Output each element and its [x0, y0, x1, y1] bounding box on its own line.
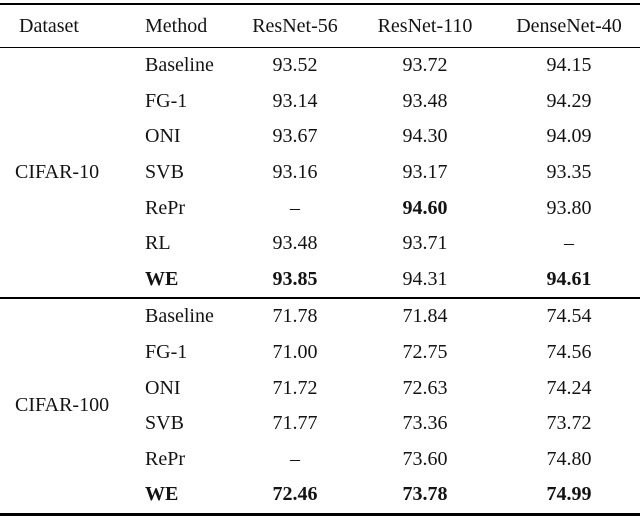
method-cell: Baseline: [145, 305, 214, 328]
method-cell-we: WE: [145, 483, 179, 506]
value-cell: 94.30: [402, 125, 448, 148]
table-row: RePr – 73.60 74.80: [0, 442, 640, 478]
column-header-densenet40: DenseNet-40: [498, 4, 640, 48]
value-cell: 71.00: [272, 341, 318, 364]
method-cell: ONI: [145, 376, 181, 399]
table-row: CIFAR-100 Baseline 71.78 71.84 74.54: [0, 298, 640, 416]
value-cell: 93.72: [402, 54, 448, 77]
column-header-resnet110: ResNet-110: [352, 4, 498, 48]
method-cell: RePr: [145, 447, 185, 470]
value-cell: 94.29: [546, 89, 592, 112]
section-cifar100: CIFAR-100 Baseline 71.78 71.84 74.54 FG-…: [0, 298, 640, 514]
value-cell-best: 73.78: [402, 483, 448, 506]
value-cell: 71.78: [272, 305, 318, 328]
section-cifar10: CIFAR-10 Baseline 93.52 93.72 94.15 FG-1…: [0, 48, 640, 299]
method-cell: SVB: [145, 161, 184, 184]
dataset-label-cifar10: CIFAR-10: [15, 161, 100, 184]
value-cell: 74.80: [546, 447, 592, 470]
header-row: Dataset Method ResNet-56 ResNet-110 Dens…: [0, 4, 640, 48]
value-cell: 93.71: [402, 232, 448, 255]
method-cell: RL: [145, 232, 171, 255]
value-cell: –: [290, 447, 300, 470]
value-cell: –: [290, 196, 300, 219]
value-cell: 93.48: [402, 89, 448, 112]
column-header-resnet56: ResNet-56: [238, 4, 352, 48]
column-header-method: Method: [130, 4, 238, 48]
value-cell: –: [564, 232, 574, 255]
table-row: RePr – 94.60 93.80: [0, 190, 640, 226]
table-row: SVB 93.16 93.17 93.35: [0, 155, 640, 191]
value-cell: 73.72: [546, 412, 592, 435]
method-cell: ONI: [145, 125, 181, 148]
table-row: WE 93.85 94.31 94.61: [0, 262, 640, 299]
value-cell: 93.80: [546, 196, 592, 219]
method-cell: FG-1: [145, 341, 188, 364]
value-cell: 71.77: [272, 412, 318, 435]
method-cell-we: WE: [145, 267, 179, 290]
value-cell: 93.67: [272, 125, 318, 148]
value-cell: 72.63: [402, 376, 448, 399]
value-cell-best: 93.85: [272, 267, 318, 290]
dataset-label-cifar100: CIFAR-100: [15, 394, 110, 417]
value-cell-best: 94.61: [546, 267, 592, 290]
table-row: ONI 71.72 72.63 74.24: [0, 370, 640, 406]
results-table: Dataset Method ResNet-56 ResNet-110 Dens…: [0, 3, 640, 516]
value-cell: 93.16: [272, 161, 318, 184]
value-cell: 71.84: [402, 305, 448, 328]
value-cell: 73.36: [402, 412, 448, 435]
table-row: FG-1 71.00 72.75 74.56: [0, 335, 640, 371]
method-cell: FG-1: [145, 89, 188, 112]
value-cell: 74.56: [546, 341, 592, 364]
value-cell-best: 74.99: [546, 483, 592, 506]
value-cell: 93.14: [272, 89, 318, 112]
value-cell: 93.52: [272, 54, 318, 77]
value-cell-best: 72.46: [272, 483, 318, 506]
column-header-dataset: Dataset: [0, 4, 130, 48]
value-cell: 72.75: [402, 341, 448, 364]
value-cell-best: 94.60: [402, 196, 448, 219]
method-cell: Baseline: [145, 54, 214, 77]
value-cell: 71.72: [272, 376, 318, 399]
method-cell: SVB: [145, 412, 184, 435]
value-cell: 93.48: [272, 232, 318, 255]
table-row: RL 93.48 93.71 –: [0, 226, 640, 262]
value-cell: 94.15: [546, 54, 592, 77]
table-row: ONI 93.67 94.30 94.09: [0, 119, 640, 155]
method-cell: RePr: [145, 196, 185, 219]
value-cell: 94.09: [546, 125, 592, 148]
table-row: SVB 71.77 73.36 73.72: [0, 406, 640, 442]
table-row: FG-1 93.14 93.48 94.29: [0, 84, 640, 120]
value-cell: 93.35: [546, 161, 592, 184]
value-cell: 74.24: [546, 376, 592, 399]
table-row: CIFAR-10 Baseline 93.52 93.72 94.15: [0, 48, 640, 183]
table-row: WE 72.46 73.78 74.99: [0, 477, 640, 514]
value-cell: 93.17: [402, 161, 448, 184]
value-cell: 73.60: [402, 447, 448, 470]
value-cell: 94.31: [402, 267, 448, 290]
value-cell: 74.54: [546, 305, 592, 328]
